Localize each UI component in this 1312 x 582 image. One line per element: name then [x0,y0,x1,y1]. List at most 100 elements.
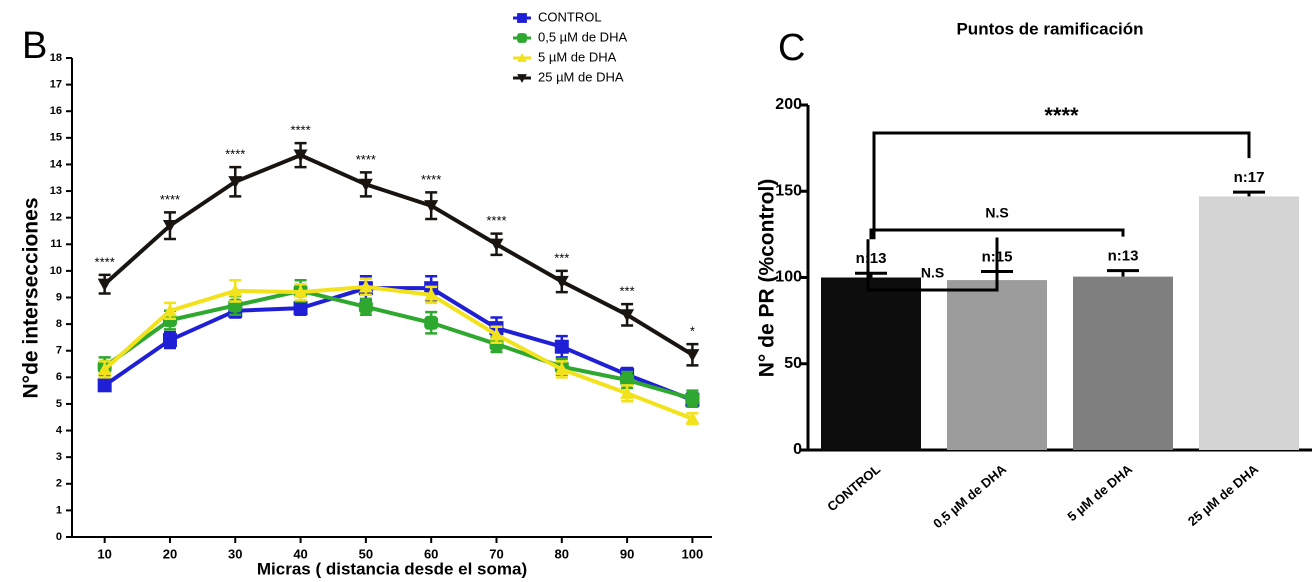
marker [554,339,569,354]
chart-title: Puntos de ramificación [956,19,1143,38]
marker [489,327,504,341]
marker [293,301,308,316]
bar [821,277,921,450]
marker [489,337,504,352]
x-tick-label: 40 [293,546,307,561]
marker [358,279,373,293]
n-label: n:13 [856,250,887,267]
legend-label: 5 µM de DHA [538,49,617,64]
marker [358,178,373,192]
significance-label: **** [421,172,441,187]
marker [97,378,112,393]
marker [97,278,112,292]
bar [1199,196,1299,450]
comparison-label: N.S [921,265,944,281]
legend-label: 25 µM de DHA [538,69,624,84]
y-tick-label: 3 [56,451,62,463]
x-tick-label: 70 [489,546,503,561]
series-line [103,288,693,401]
marker [620,386,635,399]
marker [685,391,700,406]
marker [293,285,308,298]
error-bar [855,271,887,278]
marker [620,309,635,322]
legend-label: 0,5 µM de DHA [538,29,627,44]
x-tick-label: 5 µM de DHA [1064,461,1135,524]
y-tick-label: 100 [775,269,802,286]
significance-label: * [690,324,695,339]
y-axis-label: N°de intersecciones [20,198,43,399]
bar [1073,276,1173,450]
marker [685,349,700,362]
x-tick-label: 80 [555,546,569,561]
y-tick-label: 150 [775,182,802,199]
y-tick-label: 18 [50,52,62,64]
series-line [103,152,694,357]
x-tick-label: 20 [163,546,177,561]
y-tick-label: 6 [56,371,62,383]
marker [517,53,527,62]
marker [424,287,439,301]
y-tick-label: 0 [793,441,802,458]
bar [947,280,1047,450]
marker [685,411,700,425]
n-label: n:17 [1234,169,1265,186]
x-tick-label: 60 [424,546,438,561]
significance-label: **** [486,213,506,228]
y-tick-label: 12 [50,212,62,224]
y-tick-label: 13 [50,185,62,197]
x-tick-label: 0,5 µM de DHA [930,461,1009,531]
comparison-bracket [872,131,1251,240]
y-tick-label: 5 [56,398,62,410]
x-tick-label: 30 [228,546,242,561]
y-tick-label: 11 [50,238,62,250]
significance-label: **** [160,192,180,207]
comparison-bracket [869,228,1125,240]
y-tick-label: 17 [50,79,62,91]
comparison-label: **** [1044,103,1079,128]
y-tick-label: 7 [56,345,62,357]
marker [489,238,504,252]
y-tick-label: 4 [56,424,63,436]
legend-label: CONTROL [538,9,602,24]
y-tick-label: 50 [784,355,802,372]
significance-label: **** [225,147,245,162]
y-tick-label: 200 [775,96,802,113]
marker [162,303,177,317]
error-bar [1233,190,1265,197]
y-tick-label: 9 [56,291,62,303]
significance-label: **** [356,152,376,167]
y-tick-label: 16 [50,105,62,117]
y-tick-label: 2 [56,478,62,490]
y-axis-label: N° de PR (%control) [756,179,779,378]
significance-label: *** [554,250,569,265]
y-tick-label: 1 [56,504,62,516]
x-tick-label: 10 [97,546,111,561]
marker [620,372,635,387]
panel-label: B [22,25,47,67]
panel-label: C [778,27,805,69]
marker [293,149,308,163]
marker [358,299,373,314]
marker [97,362,112,375]
marker [424,200,439,213]
significance-label: **** [95,254,115,269]
marker [554,275,569,289]
series-line [103,286,694,402]
marker [228,176,243,189]
marker [517,33,527,43]
x-tick-label: 90 [620,546,634,561]
marker [162,333,177,348]
marker [517,74,527,83]
marker [517,13,527,23]
marker [162,220,177,233]
n-label: n:13 [1108,248,1139,265]
x-tick-label: 25 µM de DHA [1185,461,1262,529]
series-line [103,284,694,421]
y-tick-label: 0 [56,531,62,543]
comparison-bracket [866,237,999,292]
y-tick-label: 15 [50,132,62,144]
y-tick-label: 14 [50,158,63,170]
x-axis-label: Micras ( distancia desde el soma) [257,559,527,578]
